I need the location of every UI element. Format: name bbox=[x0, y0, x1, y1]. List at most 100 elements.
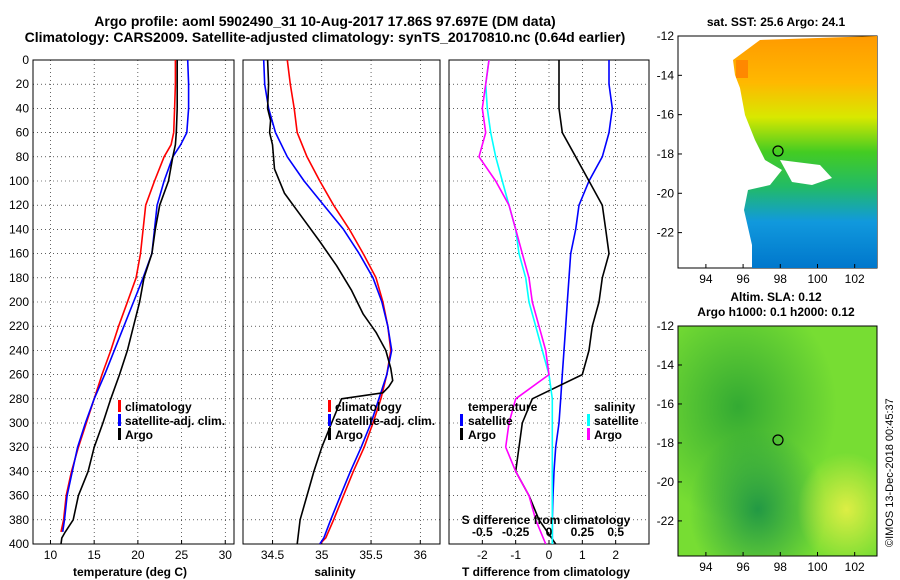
legend-climatology-label: climatology bbox=[335, 400, 402, 414]
x-tick-label: -1 bbox=[510, 548, 521, 562]
series-line-argo-temperature- bbox=[514, 60, 610, 544]
watermark: ©IMOS 13-Dec-2018 00:45:37 bbox=[884, 398, 896, 547]
legend-argo-salinity-label: Argo bbox=[594, 428, 622, 442]
map-sla-title-2: Argo h1000: 0.1 h2000: 0.12 bbox=[697, 305, 855, 319]
map-sst: 94 96 98 100 102 -12 -14 -16 -18 -20 -22 bbox=[657, 29, 878, 286]
x-tick-label: 10 bbox=[44, 548, 58, 562]
legend-sat-salinity-swatch bbox=[587, 414, 590, 426]
map-lat-label: -22 bbox=[657, 514, 675, 528]
legend-argo-label: Argo bbox=[468, 428, 496, 442]
legend-climatology-label: climatology bbox=[125, 400, 192, 414]
depth-tick-label: 120 bbox=[9, 198, 29, 212]
salinity-lines bbox=[262, 60, 394, 544]
map-lon-label: 102 bbox=[845, 560, 865, 574]
x-tick-label: 25 bbox=[175, 548, 189, 562]
depth-tick-label: 280 bbox=[9, 392, 29, 406]
temperature-x-axis: 10 15 20 25 30 bbox=[44, 540, 232, 562]
map-lon-label: 102 bbox=[845, 272, 865, 286]
depth-tick-label: 80 bbox=[16, 150, 30, 164]
map-sst-coast-patch bbox=[736, 60, 748, 78]
map-sst-missing-patch bbox=[780, 160, 832, 185]
legend-argo-swatch bbox=[460, 428, 463, 440]
map-lat-label: -16 bbox=[657, 108, 675, 122]
map-sst-title: sat. SST: 25.6 Argo: 24.1 bbox=[707, 15, 846, 29]
depth-tick-label: 180 bbox=[9, 271, 29, 285]
x-tick-label: 35.5 bbox=[359, 548, 383, 562]
series-line-argo bbox=[266, 60, 394, 544]
x-tick-label: 34.5 bbox=[261, 548, 285, 562]
s-tick-label: -0.5 bbox=[472, 525, 493, 539]
series-line-satellite-adj-clim- bbox=[61, 60, 190, 533]
legend-satellite-swatch bbox=[118, 414, 121, 426]
difference-legend-salinity: salinity satellite Argo bbox=[587, 400, 639, 442]
map-lon-label: 94 bbox=[699, 272, 713, 286]
depth-tick-label: 240 bbox=[9, 343, 29, 357]
depth-tick-label: 380 bbox=[9, 513, 29, 527]
depth-axis: 0 20 40 60 80 100 120 140 160 180 200 220 240 260 280 3… bbox=[9, 53, 29, 551]
temperature-lines bbox=[60, 60, 190, 544]
salinity-legend: climatology satellite-adj. clim. Argo bbox=[328, 400, 435, 442]
map-lon-label: 96 bbox=[736, 560, 750, 574]
x-tick-label: -2 bbox=[477, 548, 488, 562]
map-sla-argo-marker bbox=[772, 434, 784, 446]
depth-tick-label: 100 bbox=[9, 174, 29, 188]
legend-argo-swatch bbox=[328, 428, 331, 440]
series-line-argo-salinity- bbox=[478, 60, 550, 544]
s-tick-label: -0.25 bbox=[502, 525, 530, 539]
map-sla-eddy-3 bbox=[679, 327, 876, 555]
depth-tick-label: 40 bbox=[16, 101, 30, 115]
x-tick-label: 36 bbox=[414, 548, 428, 562]
map-lon-label: 100 bbox=[807, 560, 827, 574]
depth-tick-label: 0 bbox=[22, 53, 29, 67]
legend-satellite-swatch bbox=[328, 414, 331, 426]
map-sst-field bbox=[733, 36, 877, 268]
depth-tick-label: 340 bbox=[9, 464, 29, 478]
series-line-satellite-adj-clim- bbox=[262, 60, 393, 544]
map-lat-label: -20 bbox=[657, 475, 675, 489]
depth-tick-label: 320 bbox=[9, 440, 29, 454]
temperature-legend: climatology satellite-adj. clim. Argo bbox=[118, 400, 225, 442]
s-tick-label: 0.5 bbox=[607, 525, 624, 539]
depth-tick-label: 300 bbox=[9, 416, 29, 430]
legend-satellite-swatch bbox=[460, 414, 463, 426]
salinity-grid bbox=[243, 60, 440, 544]
legend-sat-salinity-label: satellite bbox=[594, 414, 639, 428]
depth-tick-label: 160 bbox=[9, 247, 29, 261]
x-tick-label: 30 bbox=[219, 548, 233, 562]
map-lon-label: 96 bbox=[736, 272, 750, 286]
depth-tick-label: 200 bbox=[9, 295, 29, 309]
legend-argo-label: Argo bbox=[125, 428, 153, 442]
title-line-2: Climatology: CARS2009. Satellite-adjuste… bbox=[25, 29, 626, 45]
map-sst-argo-marker bbox=[772, 145, 784, 157]
legend-temperature-title: temperature bbox=[468, 400, 538, 414]
legend-satellite-label: satellite-adj. clim. bbox=[125, 414, 225, 428]
depth-tick-label: 400 bbox=[9, 537, 29, 551]
legend-satellite-label: satellite-adj. clim. bbox=[335, 414, 435, 428]
map-lat-label: -22 bbox=[657, 226, 675, 240]
map-lat-label: -12 bbox=[657, 29, 675, 43]
s-tick-label: 0 bbox=[546, 525, 553, 539]
depth-tick-label: 220 bbox=[9, 319, 29, 333]
s-difference-ticks: -0.5 -0.25 0 0.25 0.5 bbox=[472, 525, 624, 539]
map-lat-label: -16 bbox=[657, 397, 675, 411]
map-sla-title-1: Altim. SLA: 0.12 bbox=[730, 290, 822, 304]
difference-legend-temperature: temperature satellite Argo bbox=[460, 400, 538, 442]
s-difference-label: S difference from climatology bbox=[462, 513, 631, 527]
depth-tick-label: 360 bbox=[9, 489, 29, 503]
x-tick-label: 35 bbox=[315, 548, 329, 562]
title-line-1: Argo profile: aoml 5902490_31 10-Aug-201… bbox=[94, 13, 555, 29]
map-sst-axes: 94 96 98 100 102 -12 -14 -16 -18 -20 -22 bbox=[657, 29, 865, 286]
map-lat-label: -20 bbox=[657, 186, 675, 200]
legend-argo-label: Argo bbox=[335, 428, 363, 442]
x-tick-label: 1 bbox=[579, 548, 586, 562]
difference-x-axis: -2 -1 0 1 2 bbox=[477, 540, 619, 562]
legend-argo-salinity-swatch bbox=[587, 428, 590, 440]
map-sla: 94 96 98 100 102 -12 -14 -16 -18 -20 -22 bbox=[657, 319, 878, 574]
map-lon-label: 94 bbox=[699, 560, 713, 574]
map-lat-label: -18 bbox=[657, 147, 675, 161]
map-sla-axes: 94 96 98 100 102 -12 -14 -16 -18 -20 -22 bbox=[657, 319, 865, 574]
series-line-satellite-salinity- bbox=[484, 60, 554, 544]
map-lat-label: -18 bbox=[657, 436, 675, 450]
temperature-xlabel: temperature (deg C) bbox=[73, 565, 187, 579]
